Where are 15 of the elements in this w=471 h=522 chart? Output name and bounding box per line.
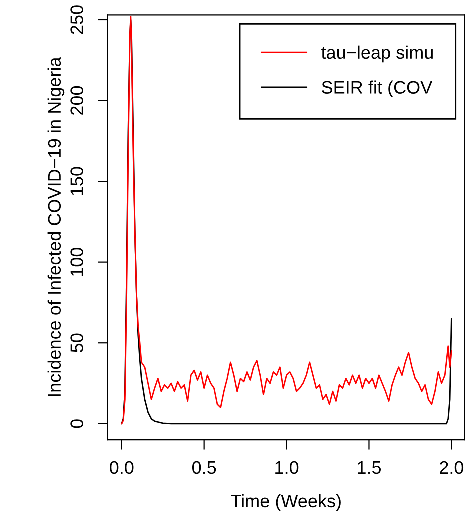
legend-label: SEIR fit (COV bbox=[322, 80, 433, 98]
y-tick-label: 200 bbox=[70, 86, 84, 115]
y-tick-label: 50 bbox=[70, 334, 84, 352]
x-tick-label: 0.5 bbox=[192, 461, 216, 474]
y-tick-label: 100 bbox=[70, 248, 84, 276]
y-tick-label: 0 bbox=[70, 420, 84, 428]
x-tick-label: 1.0 bbox=[276, 461, 299, 474]
y-tick-label: 250 bbox=[70, 6, 84, 34]
x-tick-label: 0.0 bbox=[110, 461, 134, 474]
x-tick-label: 2.0 bbox=[440, 461, 464, 474]
y-tick-label: 150 bbox=[70, 167, 84, 196]
x-axis-title: Time (Weeks) bbox=[231, 494, 341, 512]
legend-label: tau−leap simu bbox=[322, 46, 433, 63]
x-tick-label: 1.5 bbox=[358, 462, 382, 474]
y-axis-title: Incidence of Infected COVID−19 in Nigeria bbox=[48, 57, 65, 396]
